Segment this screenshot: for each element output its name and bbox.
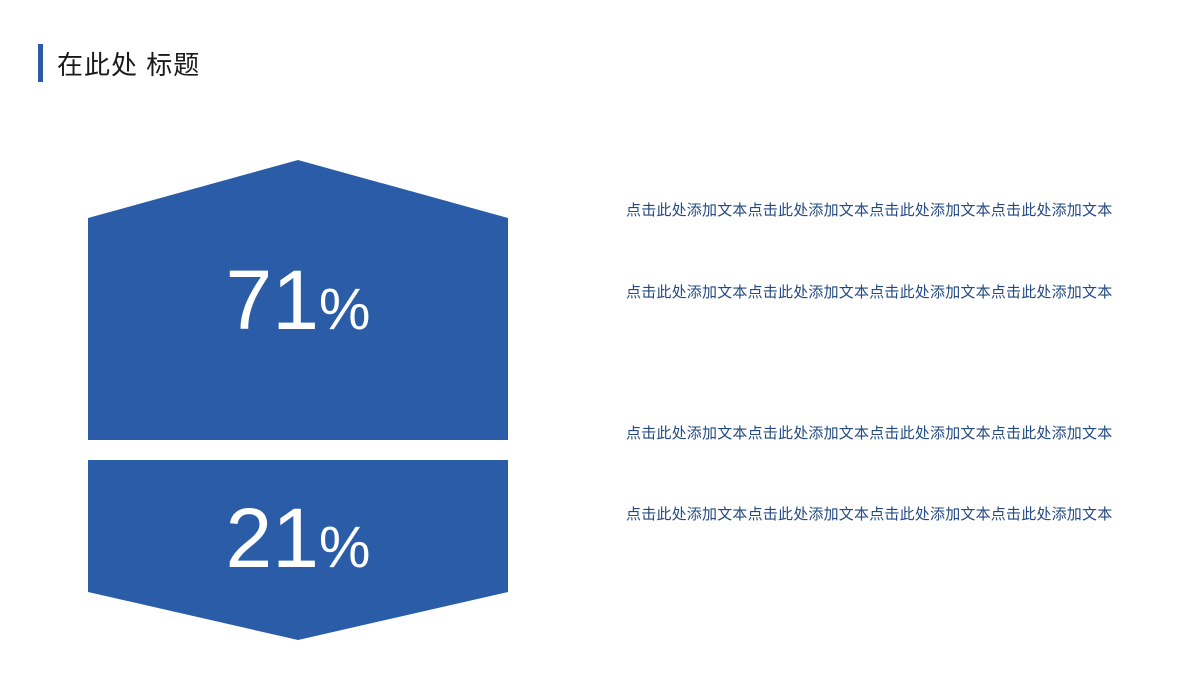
stat-2-label: 21% xyxy=(88,496,508,580)
stat-shape-2: 21% xyxy=(88,460,508,640)
stat-shape-1: 71% xyxy=(88,160,508,440)
description-line-4: 点击此处添加文本点击此处添加文本点击此处添加文本点击此处添加文本 xyxy=(626,503,1112,524)
description-line-2: 点击此处添加文本点击此处添加文本点击此处添加文本点击此处添加文本 xyxy=(626,281,1112,302)
page-title: 在此处 标题 xyxy=(57,45,200,82)
stat-2-symbol: % xyxy=(319,515,371,580)
stat-2-number: 21 xyxy=(225,491,318,585)
stat-1-symbol: % xyxy=(319,277,371,342)
stat-1-label: 71% xyxy=(88,258,508,342)
stat-1-number: 71 xyxy=(225,253,318,347)
title-accent xyxy=(38,44,43,82)
title-bar: 在此处 标题 xyxy=(38,44,200,82)
description-line-1: 点击此处添加文本点击此处添加文本点击此处添加文本点击此处添加文本 xyxy=(626,199,1112,220)
description-line-3: 点击此处添加文本点击此处添加文本点击此处添加文本点击此处添加文本 xyxy=(626,422,1112,443)
